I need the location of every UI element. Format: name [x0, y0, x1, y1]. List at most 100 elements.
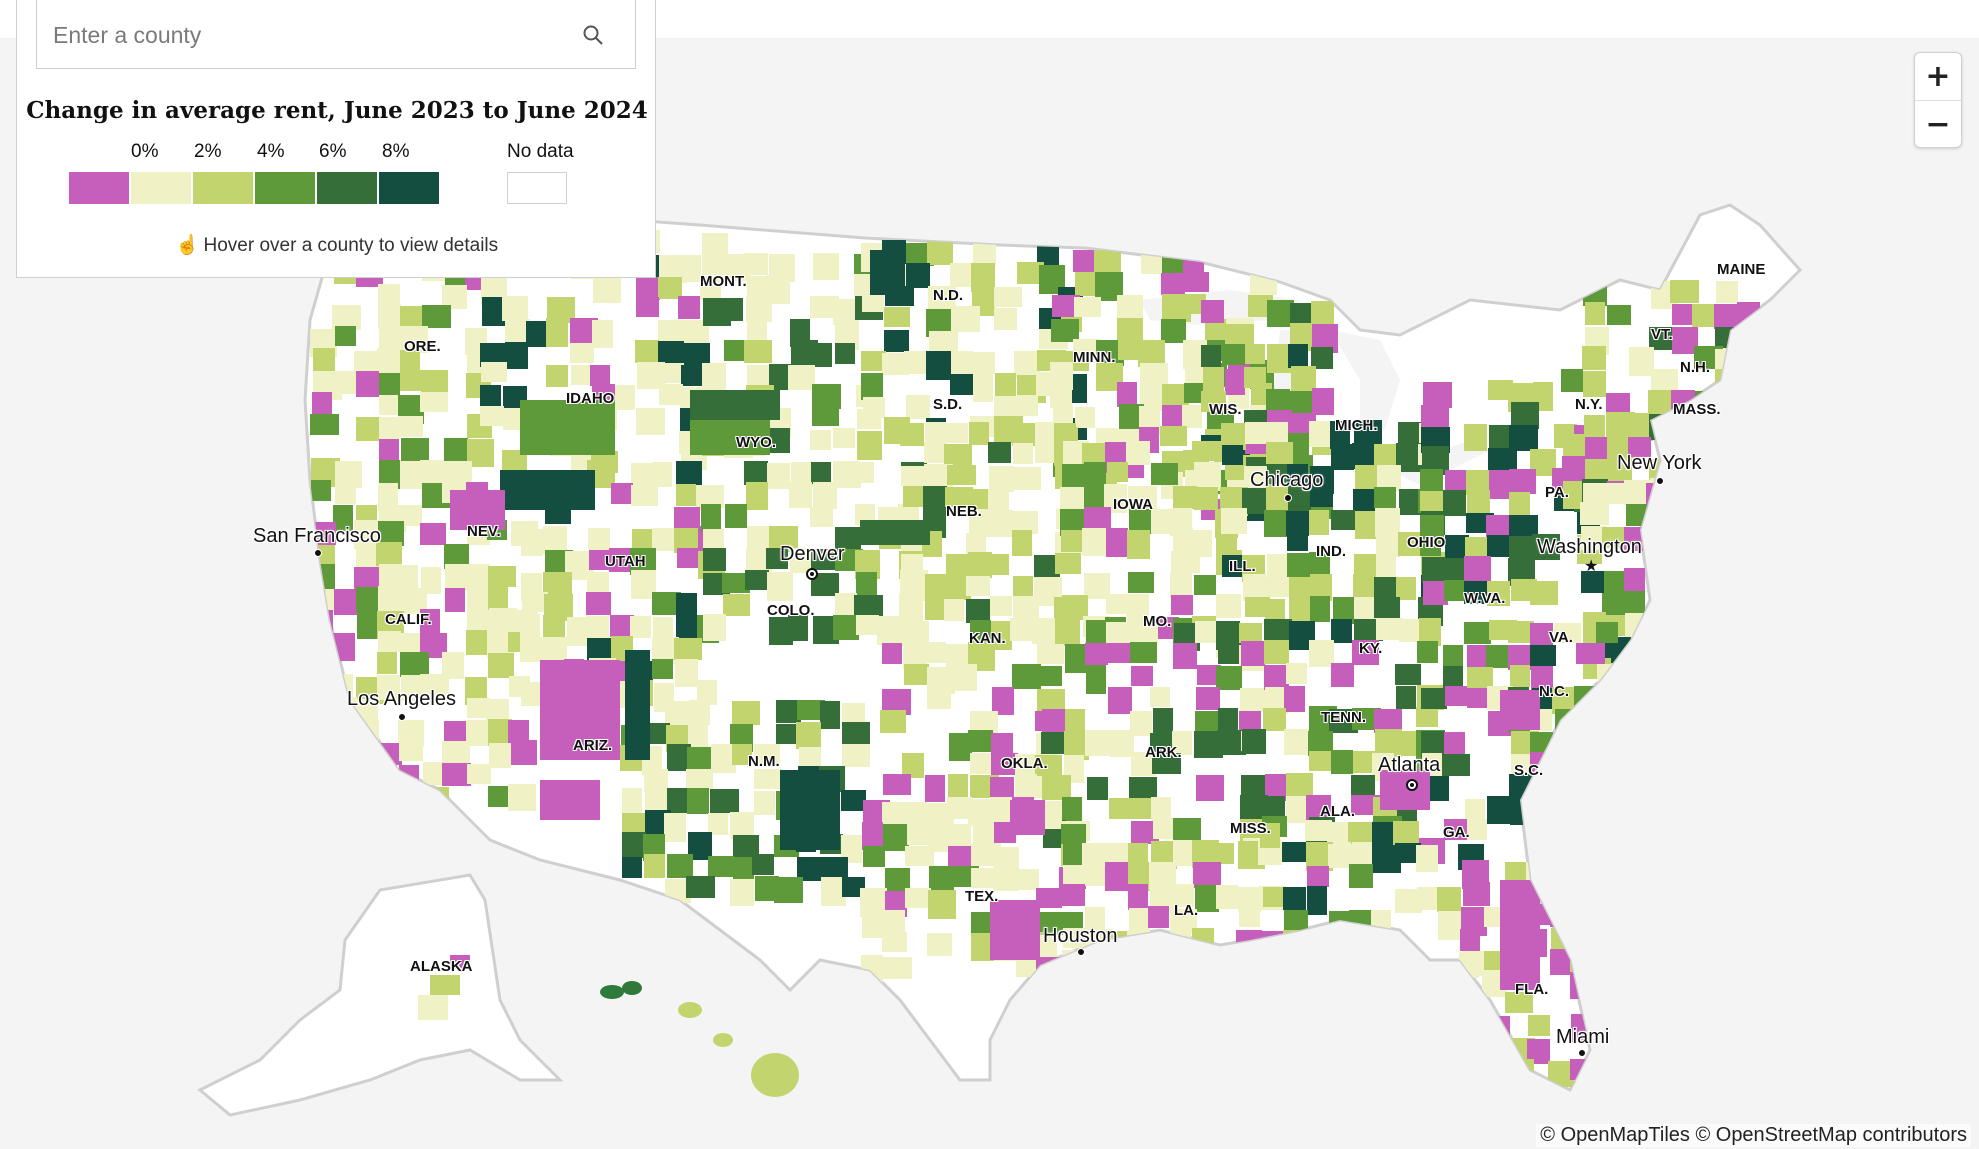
county-shape[interactable] — [988, 489, 1009, 510]
county-shape[interactable] — [1563, 434, 1589, 459]
county-shape[interactable] — [1444, 732, 1465, 754]
county-shape[interactable] — [951, 306, 980, 332]
county-shape[interactable] — [503, 408, 524, 430]
county-shape[interactable] — [1152, 753, 1181, 774]
county-shape[interactable] — [1263, 887, 1287, 907]
county-shape[interactable] — [1690, 505, 1711, 526]
county-shape[interactable] — [697, 680, 717, 705]
county-shape[interactable] — [769, 526, 798, 552]
county-shape[interactable] — [677, 548, 699, 568]
county-shape[interactable] — [664, 813, 686, 842]
county-shape[interactable] — [904, 351, 933, 374]
county-shape[interactable] — [1265, 687, 1288, 714]
county-shape[interactable] — [1172, 884, 1194, 907]
county-shape[interactable] — [991, 753, 1018, 775]
county-shape[interactable] — [1195, 621, 1218, 643]
county-shape[interactable] — [1289, 577, 1310, 599]
county-shape[interactable] — [311, 564, 335, 592]
county-shape[interactable] — [883, 774, 911, 795]
county-shape[interactable] — [1086, 620, 1108, 646]
county-shape[interactable] — [754, 791, 775, 815]
county-shape[interactable] — [1309, 751, 1335, 771]
county-shape[interactable] — [1467, 667, 1493, 690]
county-shape[interactable] — [1140, 385, 1162, 411]
county-shape[interactable] — [1376, 618, 1403, 640]
county-shape[interactable] — [754, 769, 783, 789]
county-shape[interactable] — [1668, 502, 1689, 528]
county-shape[interactable] — [1528, 1015, 1550, 1036]
county-shape[interactable] — [540, 660, 620, 760]
county-shape[interactable] — [747, 318, 767, 343]
county-shape[interactable] — [1161, 273, 1185, 295]
county-shape[interactable] — [966, 576, 990, 596]
county-shape[interactable] — [746, 482, 768, 510]
county-shape[interactable] — [877, 616, 906, 645]
county-shape[interactable] — [1488, 380, 1513, 400]
county-shape[interactable] — [378, 631, 401, 652]
county-shape[interactable] — [687, 788, 709, 814]
county-shape[interactable] — [945, 423, 968, 443]
county-shape[interactable] — [421, 567, 441, 594]
county-shape[interactable] — [883, 824, 909, 851]
county-shape[interactable] — [622, 832, 646, 858]
county-shape[interactable] — [810, 296, 839, 318]
county-shape[interactable] — [1261, 950, 1290, 978]
county-shape[interactable] — [1250, 273, 1277, 295]
county-shape[interactable] — [1245, 597, 1270, 617]
county-shape[interactable] — [1037, 242, 1059, 267]
county-shape[interactable] — [1624, 591, 1645, 619]
county-shape[interactable] — [354, 567, 382, 589]
county-shape[interactable] — [994, 287, 1022, 307]
county-shape[interactable] — [1042, 709, 1065, 732]
county-shape[interactable] — [313, 633, 335, 656]
county-shape[interactable] — [745, 570, 769, 590]
county-shape[interactable] — [652, 528, 679, 551]
county-shape[interactable] — [1014, 351, 1040, 378]
county-shape[interactable] — [842, 877, 865, 897]
county-shape[interactable] — [1286, 663, 1307, 684]
county-shape[interactable] — [679, 255, 701, 282]
county-shape[interactable] — [570, 343, 594, 363]
county-shape[interactable] — [1012, 423, 1035, 446]
county-shape[interactable] — [398, 416, 423, 437]
county-shape[interactable] — [1487, 581, 1510, 606]
county-shape[interactable] — [1460, 929, 1480, 951]
county-shape[interactable] — [676, 617, 702, 638]
county-shape[interactable] — [882, 353, 909, 375]
county-shape[interactable] — [1264, 665, 1289, 690]
county-shape[interactable] — [835, 593, 857, 622]
county-shape[interactable] — [1530, 645, 1556, 666]
county-shape[interactable] — [1374, 577, 1403, 597]
county-shape[interactable] — [1554, 623, 1581, 643]
county-shape[interactable] — [1574, 708, 1594, 735]
county-shape[interactable] — [1222, 555, 1244, 577]
county-shape[interactable] — [990, 777, 1014, 797]
county-shape[interactable] — [1399, 619, 1422, 642]
hawaii-island[interactable] — [600, 985, 624, 999]
county-shape[interactable] — [1508, 621, 1534, 643]
county-shape[interactable] — [1284, 910, 1308, 930]
county-shape[interactable] — [1511, 402, 1539, 429]
county-shape[interactable] — [546, 318, 568, 347]
county-shape[interactable] — [1672, 327, 1698, 354]
county-shape[interactable] — [1509, 536, 1537, 558]
county-shape[interactable] — [1129, 908, 1150, 937]
county-shape[interactable] — [820, 701, 840, 729]
county-shape[interactable] — [502, 296, 528, 321]
county-shape[interactable] — [311, 480, 331, 501]
county-shape[interactable] — [1712, 635, 1739, 659]
county-shape[interactable] — [1416, 707, 1438, 727]
county-shape[interactable] — [520, 637, 545, 662]
county-shape[interactable] — [767, 275, 790, 304]
county-shape[interactable] — [658, 277, 682, 299]
county-shape[interactable] — [811, 343, 832, 367]
county-shape[interactable] — [1530, 623, 1553, 651]
county-shape[interactable] — [1162, 405, 1188, 426]
county-shape[interactable] — [1467, 490, 1490, 518]
county-shape[interactable] — [789, 482, 812, 508]
county-shape[interactable] — [659, 384, 683, 405]
county-shape[interactable] — [1331, 663, 1354, 687]
county-shape[interactable] — [1183, 294, 1206, 314]
county-shape[interactable] — [1245, 344, 1265, 364]
county-shape[interactable] — [311, 676, 340, 700]
